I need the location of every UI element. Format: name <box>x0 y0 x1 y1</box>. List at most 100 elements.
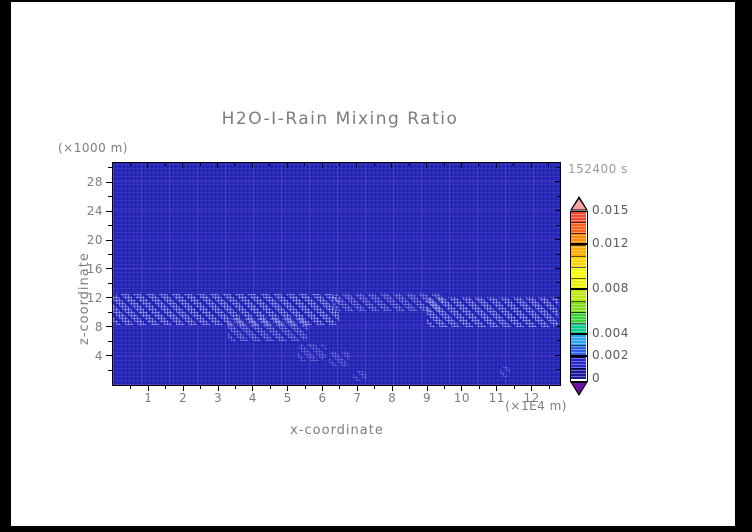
colorbar-band <box>571 256 586 268</box>
x-major-tick <box>322 386 324 391</box>
x-minor-tick-top <box>443 163 445 166</box>
x-tick-label: 8 <box>388 391 397 405</box>
x-minor-tick-top <box>269 163 271 166</box>
colorbar-tick-line <box>570 355 588 358</box>
colorbar-tick-label: 0.008 <box>592 280 629 295</box>
x-minor-tick <box>200 386 202 389</box>
x-major-tick-top <box>286 163 288 168</box>
z-minor-tick-right <box>557 195 560 197</box>
rain-speckle-region <box>426 296 559 327</box>
z-minor-tick-right <box>557 253 560 255</box>
x-tick-label: 2 <box>179 391 188 405</box>
z-minor-tick <box>108 167 112 169</box>
z-major-tick-right <box>555 267 560 269</box>
x-tick-label: 1 <box>144 391 153 405</box>
x-major-tick-top <box>147 163 149 168</box>
colorbar-band <box>571 323 586 335</box>
z-tick-label: 4 <box>94 348 103 363</box>
x-minor-tick-top <box>513 163 515 166</box>
x-minor-tick-top <box>199 163 201 166</box>
colorbar-band <box>571 301 586 313</box>
colorbar-band <box>571 345 586 358</box>
colorbar-band-divider <box>571 334 586 336</box>
colorbar-band-divider <box>571 255 586 257</box>
colorbar-body <box>570 210 588 382</box>
colorbar-band <box>571 357 586 369</box>
z-major-tick <box>106 326 112 328</box>
z-major-tick-right <box>555 354 560 356</box>
z-major-tick <box>106 181 112 183</box>
colorbar-band-divider <box>571 222 586 224</box>
colorbar-bottom-arrow-fill <box>572 383 586 394</box>
colorbar-band <box>571 278 586 290</box>
x-major-tick <box>391 386 393 391</box>
colorbar-band-divider <box>571 289 586 291</box>
colorbar-band <box>571 289 586 302</box>
x-minor-tick-top <box>408 163 410 166</box>
x-minor-tick <box>409 386 411 389</box>
z-minor-tick-right <box>557 369 560 371</box>
colorbar-tick-label: 0.012 <box>592 236 629 251</box>
x-minor-tick-top <box>478 163 480 166</box>
x-major-tick <box>182 386 184 391</box>
x-minor-tick <box>374 386 376 389</box>
x-major-tick-top <box>530 163 532 168</box>
x-tick-label: 11 <box>488 391 505 405</box>
x-tick-label: 7 <box>353 391 362 405</box>
colorbar-band-divider <box>571 367 586 369</box>
x-minor-tick-top <box>548 163 550 166</box>
colorbar-tick-label: 0 <box>592 370 601 385</box>
z-minor-tick-right <box>557 224 560 226</box>
colorbar-band-divider <box>571 323 586 324</box>
colorbar-band <box>571 267 586 279</box>
x-major-tick-top <box>251 163 253 168</box>
z-tick-label: 8 <box>94 319 103 334</box>
colorbar-band-divider <box>571 233 586 235</box>
colorbar-tick-label: 0.002 <box>592 348 629 363</box>
x-major-tick <box>426 386 428 391</box>
colorbar-band-divider <box>571 267 586 268</box>
x-major-tick <box>287 386 289 391</box>
colorbar-band <box>571 211 586 223</box>
timestamp-label: 152400 s <box>568 162 628 176</box>
z-tick-label: 12 <box>86 290 103 305</box>
colorbar-band <box>571 245 586 257</box>
colorbar-band-divider <box>571 345 586 347</box>
x-major-tick-top <box>217 163 219 168</box>
x-minor-tick-top <box>338 163 340 166</box>
x-major-tick-top <box>391 163 393 168</box>
rain-speckle-region <box>353 371 368 382</box>
x-tick-label: 9 <box>423 391 432 405</box>
colorbar-tick-label: 0.015 <box>592 202 629 217</box>
x-major-tick-top <box>460 163 462 168</box>
z-minor-tick <box>108 340 112 342</box>
colorbar-band-divider <box>571 300 586 302</box>
x-minor-tick <box>478 386 480 389</box>
z-major-tick <box>106 355 112 357</box>
x-major-tick <box>217 386 219 391</box>
rain-speckle-region <box>332 293 445 312</box>
z-major-tick <box>106 297 112 299</box>
z-minor-tick <box>108 254 112 255</box>
colorbar-tick-label: 0.004 <box>592 325 629 340</box>
x-minor-tick <box>130 386 132 389</box>
colorbar-tick-line <box>570 332 588 335</box>
x-minor-tick <box>234 386 236 389</box>
colorbar-band <box>571 334 586 346</box>
colorbar-band <box>571 312 586 324</box>
z-minor-tick <box>108 225 112 227</box>
colorbar-bottom-arrow <box>570 381 588 396</box>
z-minor-tick-right <box>557 166 560 168</box>
x-axis-title: x-coordinate <box>290 423 384 438</box>
x-minor-tick <box>165 386 167 389</box>
plot-title: H2O-I-Rain Mixing Ratio <box>221 109 459 129</box>
z-major-tick <box>106 210 112 212</box>
x-major-tick <box>531 386 533 391</box>
rain-speckle-region <box>227 317 309 342</box>
x-major-tick-top <box>356 163 358 168</box>
colorbar-tick-line <box>570 287 588 290</box>
x-major-tick <box>147 386 149 391</box>
x-tick-label: 6 <box>318 391 327 405</box>
colorbar-top-arrow <box>570 196 588 211</box>
